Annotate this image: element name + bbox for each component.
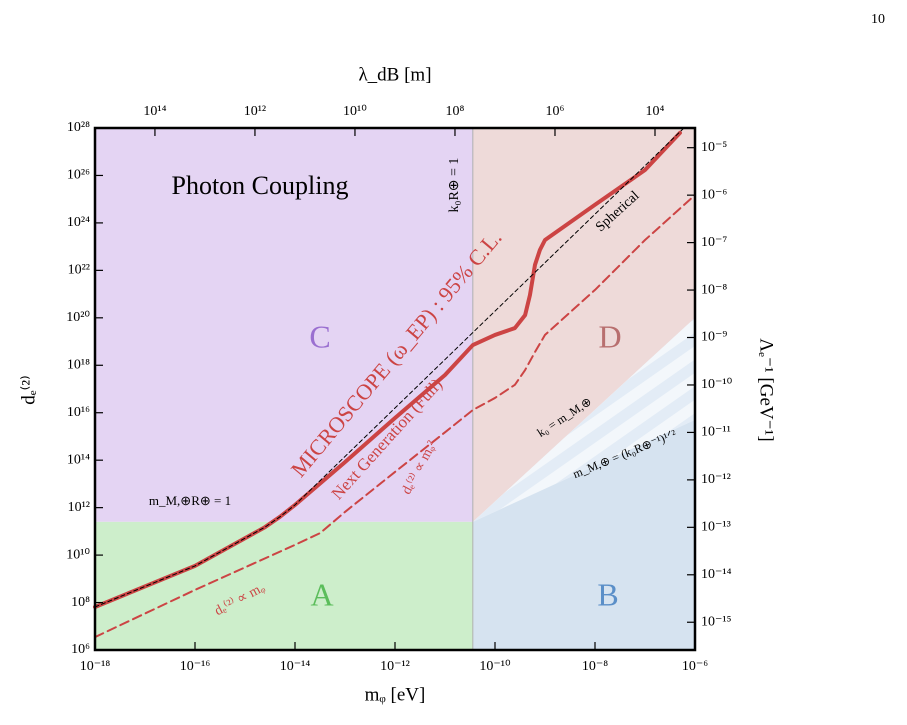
region-hatch bbox=[472, 317, 695, 522]
x-tick-label: 10⁻¹⁶ bbox=[180, 659, 211, 674]
region-label: D bbox=[598, 318, 621, 354]
region bbox=[95, 521, 473, 650]
x2-tick-label: 10¹² bbox=[244, 104, 266, 119]
y-tick-label: 10²⁶ bbox=[67, 168, 90, 183]
y2-tick-label: 10⁻⁸ bbox=[701, 282, 727, 297]
x-tick-label: 10⁻⁶ bbox=[682, 659, 708, 674]
y2-tick-label: 10⁻¹² bbox=[701, 472, 731, 487]
y2-tick-label: 10⁻⁵ bbox=[701, 140, 727, 155]
y-axis-label: dₑ⁽²⁾ bbox=[18, 375, 39, 404]
x2-tick-label: 10¹⁴ bbox=[143, 104, 166, 119]
y2-tick-label: 10⁻⁶ bbox=[701, 187, 727, 202]
x-tick-label: 10⁻¹⁸ bbox=[80, 659, 111, 674]
region-label: B bbox=[597, 576, 618, 612]
y-tick-label: 10¹² bbox=[68, 500, 90, 515]
region bbox=[95, 128, 473, 522]
y-tick-label: 10²⁴ bbox=[67, 215, 90, 230]
y-tick-label: 10²² bbox=[68, 263, 90, 278]
x-tick-label: 10⁻¹² bbox=[380, 659, 410, 674]
curve bbox=[94, 194, 696, 639]
x2-tick-label: 10⁶ bbox=[546, 104, 565, 119]
region bbox=[472, 419, 695, 650]
x-axis-label: mᵩ [eV] bbox=[365, 684, 426, 705]
y2-axis-label: Λₑ⁻¹ [GeV⁻¹] bbox=[756, 338, 777, 441]
curve bbox=[94, 127, 685, 608]
y-tick-label: 10¹⁸ bbox=[67, 357, 90, 372]
y-tick-label: 10⁸ bbox=[71, 595, 90, 610]
annotation: Photon Coupling bbox=[172, 171, 349, 200]
x-tick-label: 10⁻¹⁰ bbox=[479, 659, 511, 674]
x-tick-label: 10⁻⁸ bbox=[582, 659, 608, 674]
y2-tick-label: 10⁻⁷ bbox=[701, 235, 727, 250]
region-label: C bbox=[309, 318, 330, 354]
y2-tick-label: 10⁻¹³ bbox=[701, 520, 731, 535]
y2-tick-label: 10⁻¹⁵ bbox=[701, 614, 732, 629]
annotation: k₀R⊕ = 1 bbox=[447, 158, 462, 213]
y-tick-label: 10¹⁰ bbox=[66, 547, 90, 562]
x-tick-label: 10⁻¹⁴ bbox=[280, 659, 311, 674]
x2-tick-label: 10¹⁰ bbox=[343, 104, 367, 119]
y-tick-label: 10¹⁶ bbox=[67, 405, 90, 420]
region bbox=[472, 128, 695, 522]
y-tick-label: 10²⁰ bbox=[66, 310, 90, 325]
x2-tick-label: 10⁴ bbox=[646, 104, 665, 119]
x2-axis-label: λ_dB [m] bbox=[358, 64, 431, 85]
y2-tick-label: 10⁻¹⁴ bbox=[701, 567, 732, 582]
y-tick-label: 10¹⁴ bbox=[67, 452, 90, 467]
x2-tick-label: 10⁸ bbox=[446, 104, 465, 119]
y2-tick-label: 10⁻¹⁰ bbox=[701, 377, 733, 392]
region-label: A bbox=[310, 576, 333, 612]
annotation: m_M,⊕R⊕ = 1 bbox=[149, 493, 231, 508]
y2-tick-label: 10⁻¹¹ bbox=[701, 425, 731, 440]
y-tick-label: 10⁶ bbox=[71, 642, 90, 657]
y2-tick-label: 10⁻⁹ bbox=[701, 330, 727, 345]
page-number: 10 bbox=[871, 12, 885, 27]
y-tick-label: 10²⁸ bbox=[67, 120, 90, 135]
